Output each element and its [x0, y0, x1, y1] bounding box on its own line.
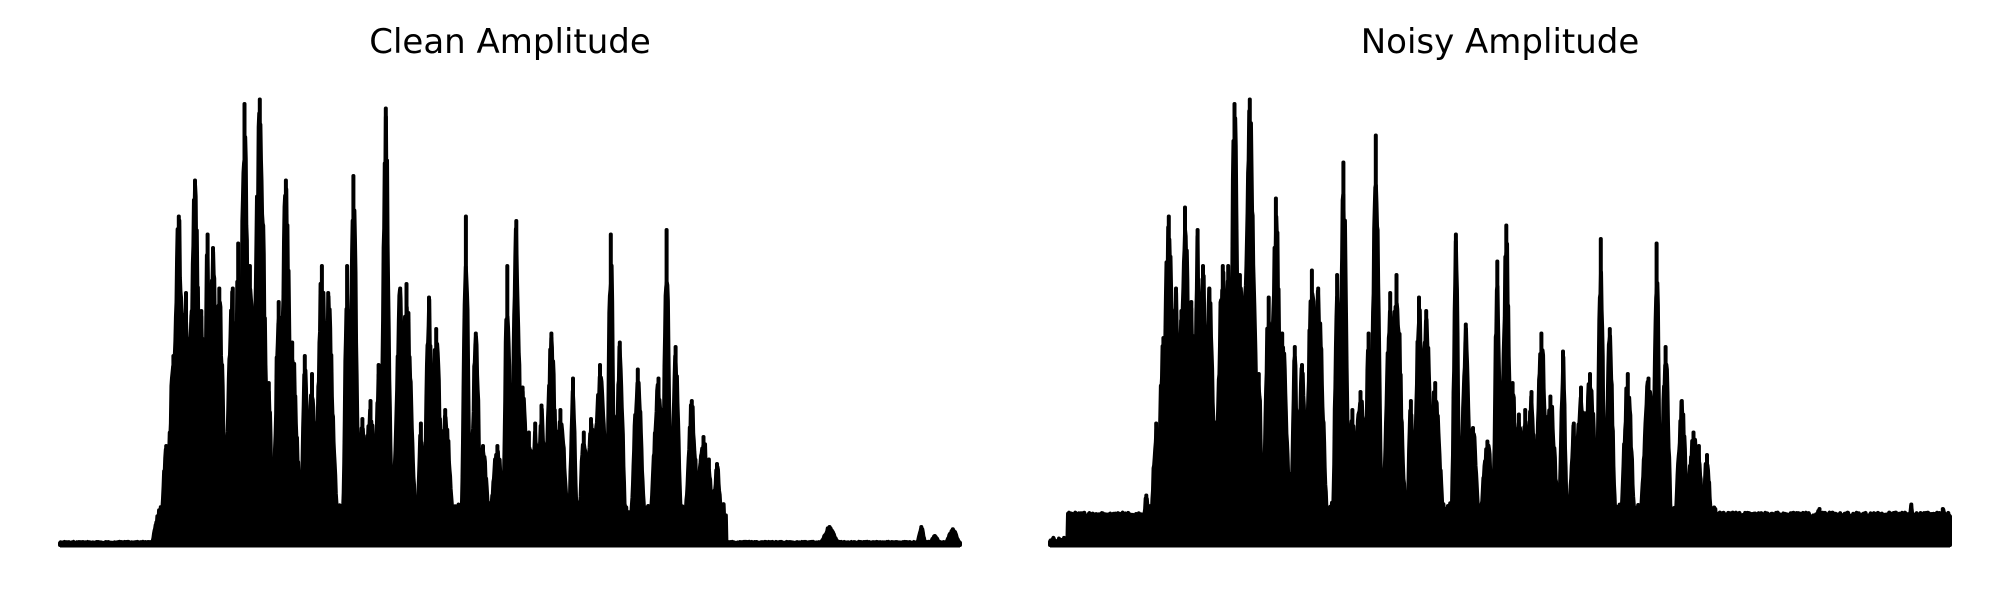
clean-amplitude-title: Clean Amplitude [369, 22, 651, 62]
clean-amplitude-chart [58, 97, 962, 548]
noisy-amplitude-chart [1048, 97, 1952, 548]
noisy-amplitude-title: Noisy Amplitude [1360, 22, 1640, 62]
clean-amplitude-panel: Clean Amplitude [58, 0, 962, 600]
noisy-amplitude-panel: Noisy Amplitude [1048, 0, 1952, 600]
